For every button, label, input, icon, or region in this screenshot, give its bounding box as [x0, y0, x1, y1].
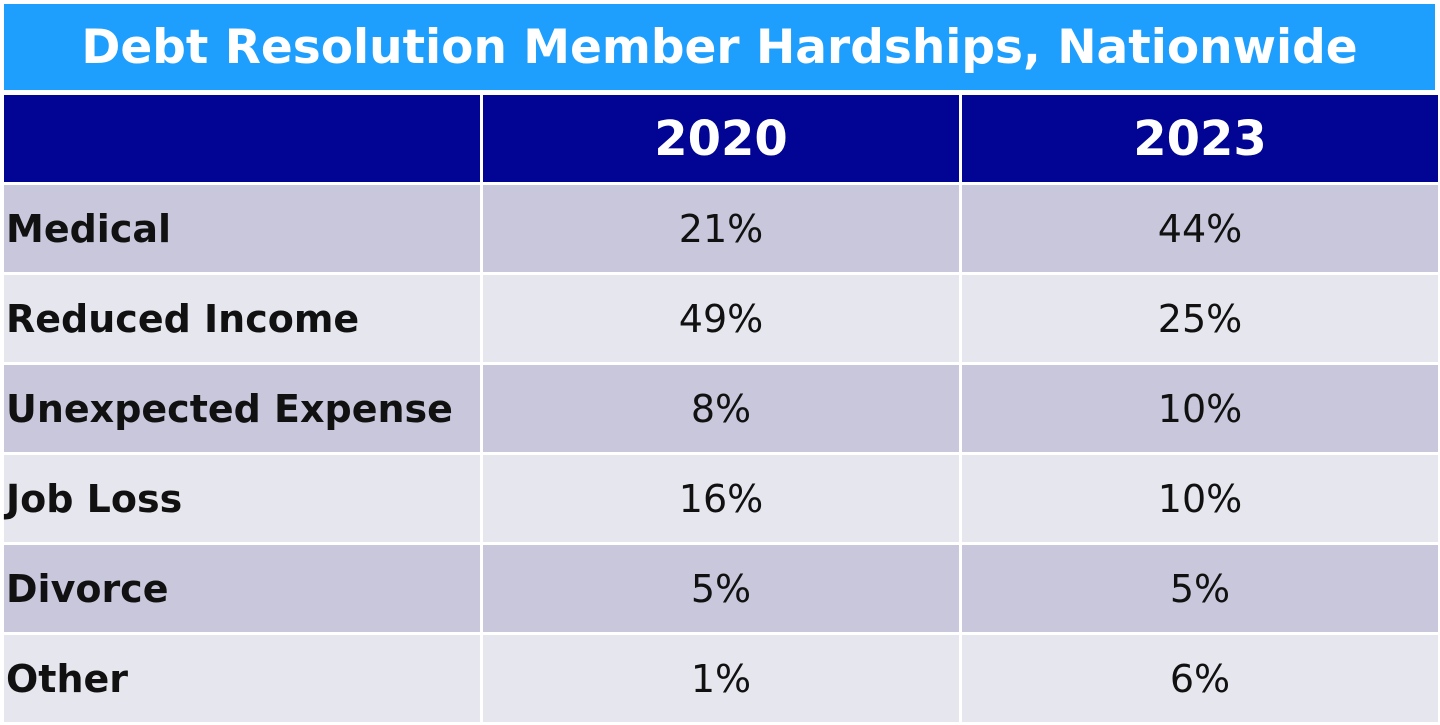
cell-2023: 25%: [962, 275, 1438, 362]
header-row: 2020 2023: [4, 95, 1438, 182]
cell-2020: 16%: [483, 455, 959, 542]
hardships-table: 2020 2023 Medical 21% 44% Reduced Income…: [1, 92, 1440, 725]
cell-2023: 44%: [962, 185, 1438, 272]
table-frame: Debt Resolution Member Hardships, Nation…: [4, 4, 1438, 722]
table-row: Unexpected Expense 8% 10%: [4, 365, 1438, 452]
cell-2020: 1%: [483, 635, 959, 722]
table-row: Medical 21% 44%: [4, 185, 1438, 272]
cell-2020: 49%: [483, 275, 959, 362]
header-cell-2020: 2020: [483, 95, 959, 182]
cell-2023: 6%: [962, 635, 1438, 722]
cell-2020: 21%: [483, 185, 959, 272]
table-row: Job Loss 16% 10%: [4, 455, 1438, 542]
row-label: Reduced Income: [4, 275, 480, 362]
table-row: Other 1% 6%: [4, 635, 1438, 722]
cell-2020: 8%: [483, 365, 959, 452]
header-cell-blank: [4, 95, 480, 182]
cell-2023: 10%: [962, 455, 1438, 542]
row-label: Job Loss: [4, 455, 480, 542]
cell-2020: 5%: [483, 545, 959, 632]
cell-2023: 5%: [962, 545, 1438, 632]
row-label: Unexpected Expense: [4, 365, 480, 452]
row-label: Divorce: [4, 545, 480, 632]
row-label: Medical: [4, 185, 480, 272]
cell-2023: 10%: [962, 365, 1438, 452]
table-title: Debt Resolution Member Hardships, Nation…: [4, 4, 1435, 90]
header-cell-2023: 2023: [962, 95, 1438, 182]
row-label: Other: [4, 635, 480, 722]
table-row: Divorce 5% 5%: [4, 545, 1438, 632]
table-row: Reduced Income 49% 25%: [4, 275, 1438, 362]
